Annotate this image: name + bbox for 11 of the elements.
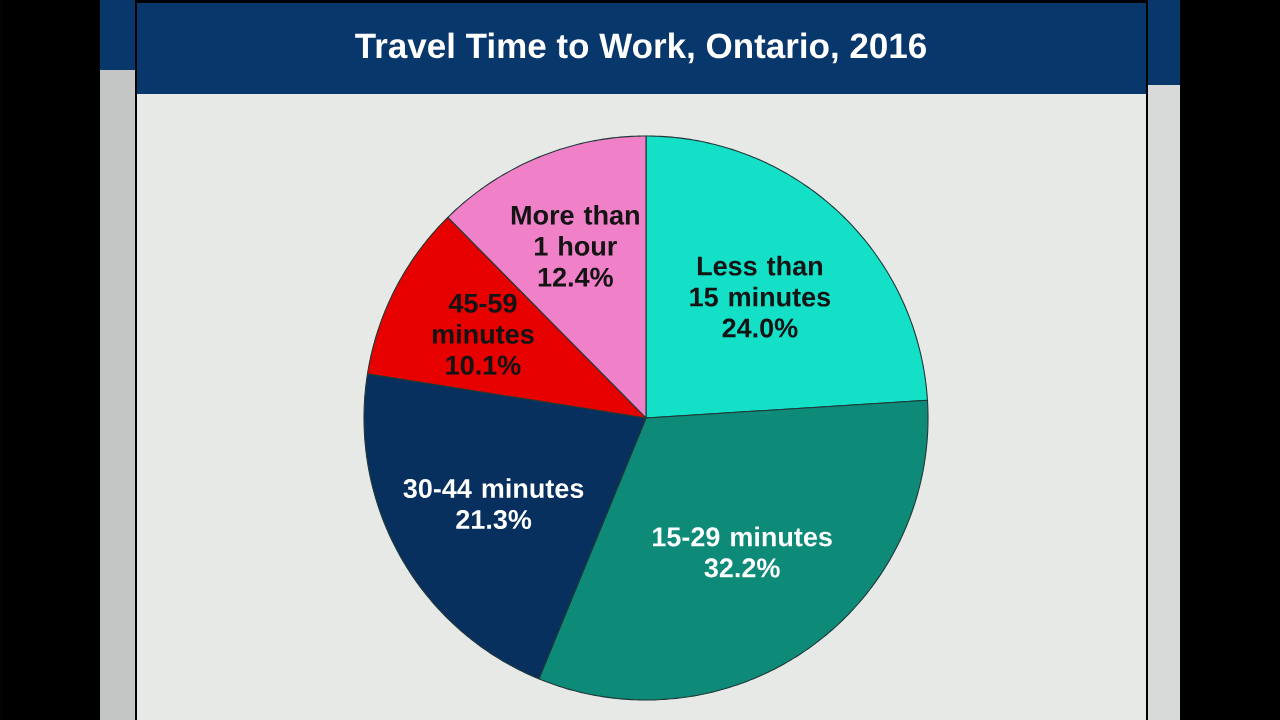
data-label: 32.2% bbox=[704, 558, 780, 578]
data-label: 21.3% bbox=[456, 509, 532, 530]
data-label: 12.4% bbox=[538, 267, 613, 287]
slice-label: 15-29 minutes bbox=[653, 526, 832, 547]
slice-label: More than 1 hour bbox=[511, 204, 639, 256]
data-label: 10.1% bbox=[446, 355, 521, 375]
data-label: 24.0% bbox=[722, 318, 798, 338]
slice-label: Less than 15 minutes bbox=[690, 255, 831, 307]
chart-title: Travel Time to Work, Ontario, 2016 bbox=[355, 32, 926, 64]
slice-label: 30-44 minutes bbox=[403, 478, 584, 499]
slice-label: 45-59 minutes bbox=[432, 293, 534, 344]
